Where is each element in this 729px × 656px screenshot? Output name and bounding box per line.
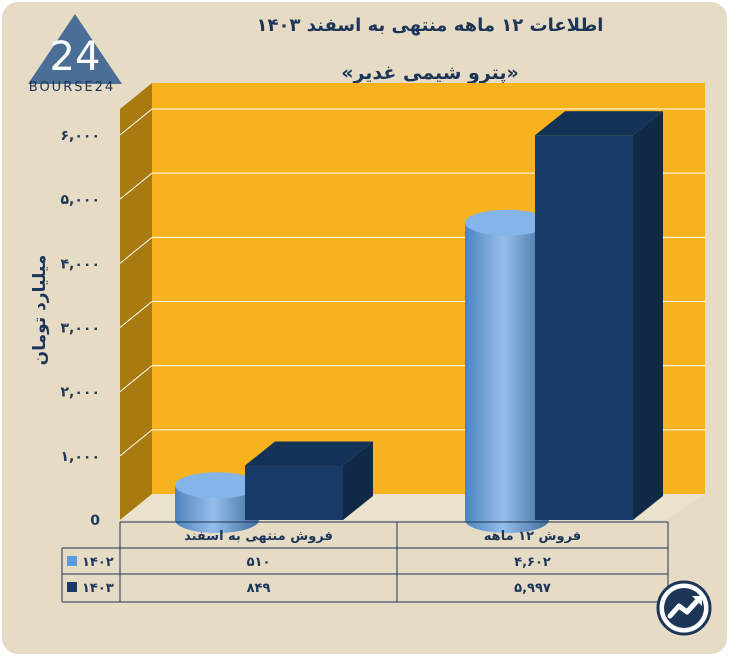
trend-arrow-icon [656,580,712,636]
y-tick-label: ۱,۰۰۰ [61,449,101,465]
y-tick-label: ۳,۰۰۰ [61,321,101,337]
legend-swatch [67,582,77,592]
y-tick-label: ۴,۰۰۰ [61,256,101,272]
y-tick-label: 0 [90,513,100,529]
bar-1402-bottom [175,507,259,533]
y-tick-label: ۵,۰۰۰ [61,192,101,208]
bar-1403-side [343,441,373,520]
category-label: فروش ۱۲ ماهه [484,529,581,544]
bourse24-logo: 24 [28,14,122,84]
legend-label: ۱۴۰۳ [82,581,114,596]
gridline-side [119,172,153,200]
bar-1403 [535,135,633,520]
logo-mark: 24 [50,34,101,80]
category-label: فروش منتهی به اسفند [184,529,333,544]
logo-text: BOURSE24 [28,80,116,95]
gridline-side [119,301,153,328]
gridline-side [119,365,153,393]
legend-swatch [67,556,77,566]
bar-1403-top [245,441,373,466]
bar-1403-top [535,111,663,136]
gridline-side [119,429,153,457]
chart-title: اطلاعات ۱۲ ماهه منتهی به اسفند ۱۴۰۳ [256,15,604,36]
data-value: ۸۴۹ [247,581,271,596]
legend-label: ۱۴۰۲ [82,555,114,570]
bar-1402-top [465,209,549,236]
bar-1403-side [633,111,663,520]
data-value: ۵۱۰ [247,555,271,570]
bar-1402-bottom [465,507,549,533]
gridline-side [119,108,153,136]
chart-subtitle: «پترو شیمی غدیر» [341,62,519,84]
y-tick-label: ۲,۰۰۰ [61,385,101,401]
data-value: ۴,۶۰۲ [514,555,551,570]
plot-side-wall [120,83,152,520]
data-value: ۵,۹۹۷ [514,581,551,596]
y-tick-label: ۶,۰۰۰ [61,128,101,144]
bar-1403 [245,465,343,520]
gridline-side [119,236,153,264]
bar-1402-top [175,472,259,499]
